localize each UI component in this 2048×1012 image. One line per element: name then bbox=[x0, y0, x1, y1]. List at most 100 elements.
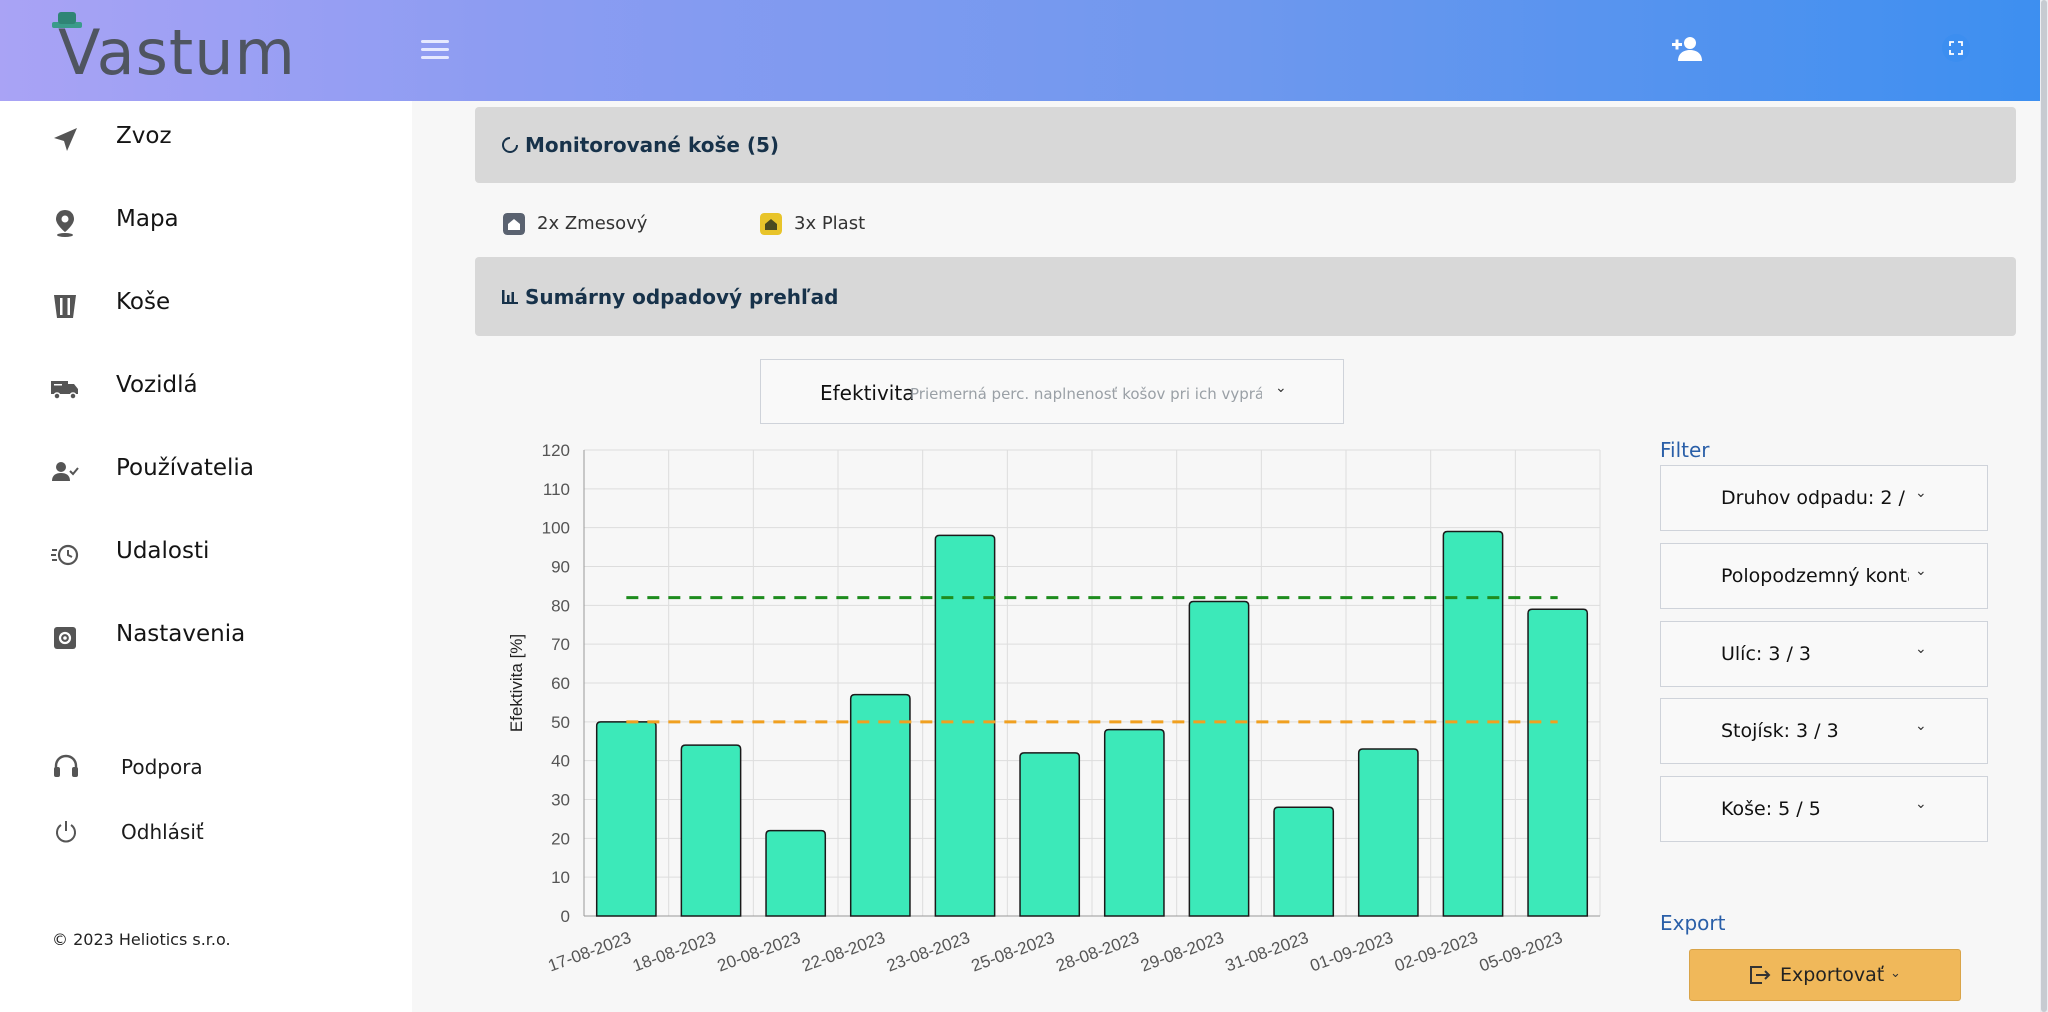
fullscreen-icon[interactable] bbox=[1942, 34, 1970, 62]
bin-type-plast: 3x Plast bbox=[760, 209, 960, 245]
hamburger-menu-icon[interactable] bbox=[421, 40, 451, 60]
navigation-arrow-icon bbox=[54, 128, 77, 151]
trash-bin-icon bbox=[54, 295, 76, 318]
monitored-bins-header[interactable]: Monitorované koše (5) bbox=[475, 107, 2016, 183]
headset-icon bbox=[54, 754, 78, 777]
filter-bins[interactable]: Koše: 5 / 5 ⌄ bbox=[1660, 776, 1988, 842]
filter-container-type[interactable]: Polopodzemný kontajner ⌄ bbox=[1660, 543, 1988, 609]
efficiency-chart: 0 10 20 30 40 50 60 70 80 90 100 110 120 17-08-202318… bbox=[507, 441, 1601, 976]
y-tick-label: 80 bbox=[551, 596, 570, 615]
filter-streets[interactable]: Ulíc: 3 / 3 ⌄ bbox=[1660, 621, 1988, 687]
sidebar-item-kose[interactable]: Koše bbox=[0, 275, 412, 335]
sidebar: Zvoz Mapa Koše Vozidlá bbox=[0, 101, 412, 1012]
x-tick-label: 01-09-2023 bbox=[1307, 928, 1395, 976]
x-tick-label: 02-09-2023 bbox=[1392, 928, 1480, 976]
sidebar-item-udalosti[interactable]: Udalosti bbox=[0, 524, 412, 584]
sidebar-item-label: Vozidlá bbox=[116, 372, 198, 398]
logo-hat-icon bbox=[52, 12, 82, 28]
export-label: Export bbox=[1660, 911, 1726, 935]
mixed-bin-icon bbox=[503, 213, 525, 235]
users-icon bbox=[52, 462, 79, 481]
filter-text: Polopodzemný kontajner bbox=[1721, 565, 1909, 587]
x-tick-label: 25-08-2023 bbox=[969, 928, 1057, 976]
y-tick-label: 30 bbox=[551, 791, 570, 810]
y-tick-label: 20 bbox=[551, 829, 570, 848]
export-button[interactable]: Exportovať ⌄ bbox=[1689, 949, 1961, 1001]
sidebar-item-mapa[interactable]: Mapa bbox=[0, 192, 412, 252]
chevron-down-icon: ⌄ bbox=[1915, 485, 1927, 501]
x-tick-label: 22-08-2023 bbox=[799, 928, 887, 976]
x-tick-label: 31-08-2023 bbox=[1223, 928, 1311, 976]
logout-label: Odhlásiť bbox=[121, 820, 204, 844]
chevron-down-icon: ⌄ bbox=[1275, 380, 1287, 396]
filter-waste-types[interactable]: Druhov odpadu: 2 / 2 ⌄ bbox=[1660, 465, 1988, 531]
sidebar-item-zvoz[interactable]: Zvoz bbox=[0, 109, 412, 169]
bar bbox=[1527, 608, 1589, 917]
sidebar-item-label: Zvoz bbox=[116, 123, 172, 149]
filter-label: Filter bbox=[1660, 438, 1710, 462]
top-bar: Vastum bbox=[0, 0, 2040, 101]
y-tick-label: 120 bbox=[542, 441, 570, 460]
sidebar-item-nastavenia[interactable]: Nastavenia bbox=[0, 607, 412, 667]
sidebar-item-podpora[interactable]: Podpora bbox=[0, 743, 412, 789]
logo[interactable]: Vastum bbox=[48, 10, 295, 90]
x-tick-label: 05-09-2023 bbox=[1477, 928, 1565, 976]
filter-stands[interactable]: Stojísk: 3 / 3 ⌄ bbox=[1660, 698, 1988, 764]
main-content: Monitorované koše (5) 2x Zmesový 3x Plas… bbox=[412, 101, 2040, 1012]
filter-text: Koše: 5 / 5 bbox=[1721, 798, 1821, 820]
y-tick-label: 40 bbox=[551, 752, 570, 771]
x-tick-label: 17-08-2023 bbox=[545, 928, 633, 976]
monitored-bins-title: Monitorované koše (5) bbox=[525, 133, 780, 157]
y-tick-label: 110 bbox=[543, 480, 570, 499]
chevron-down-icon: ⌄ bbox=[1890, 966, 1901, 981]
sidebar-item-pouzivatelia[interactable]: Používatelia bbox=[0, 441, 412, 501]
bar bbox=[934, 534, 996, 917]
filter-text: Ulíc: 3 / 3 bbox=[1721, 643, 1812, 665]
bin-type-label: 3x Plast bbox=[794, 213, 866, 234]
truck-icon bbox=[51, 381, 78, 400]
metric-select[interactable]: Efektivita Priemerná perc. naplnenosť ko… bbox=[760, 359, 1344, 424]
filter-text: Druhov odpadu: 2 / 2 bbox=[1721, 487, 1909, 509]
y-tick-label: 90 bbox=[551, 558, 570, 577]
chevron-down-icon: ⌄ bbox=[1915, 718, 1927, 734]
bar bbox=[1273, 806, 1335, 917]
x-tick-label: 23-08-2023 bbox=[884, 928, 972, 976]
sidebar-item-label: Udalosti bbox=[116, 538, 210, 564]
x-tick-label: 20-08-2023 bbox=[715, 928, 803, 976]
y-tick-label: 60 bbox=[551, 674, 570, 693]
y-axis-label: Efektivita [%] bbox=[507, 634, 526, 732]
sidebar-item-label: Koše bbox=[116, 289, 171, 315]
sidebar-item-label: Mapa bbox=[116, 206, 179, 232]
bar bbox=[680, 744, 742, 917]
bar bbox=[1103, 728, 1165, 917]
copyright: © 2023 Heliotics s.r.o. bbox=[52, 930, 231, 949]
metric-name: Efektivita bbox=[820, 381, 915, 405]
y-tick-label: 70 bbox=[551, 635, 570, 654]
bar bbox=[1019, 752, 1081, 917]
bar bbox=[765, 829, 827, 917]
waste-summary-title: Sumárny odpadový prehľad bbox=[525, 285, 839, 309]
bar bbox=[1188, 600, 1250, 917]
bar bbox=[1442, 530, 1504, 917]
bin-type-zmesovy: 2x Zmesový bbox=[503, 209, 703, 245]
sidebar-item-odhlasit[interactable]: Odhlásiť bbox=[0, 808, 412, 854]
sidebar-item-vozidla[interactable]: Vozidlá bbox=[0, 358, 412, 418]
export-icon bbox=[1750, 966, 1771, 984]
x-tick-label: 18-08-2023 bbox=[630, 928, 718, 976]
logo-text: Vastum bbox=[58, 16, 296, 89]
bar bbox=[849, 693, 911, 917]
y-tick-label: 10 bbox=[551, 868, 570, 887]
chevron-down-icon: ⌄ bbox=[1915, 641, 1927, 657]
export-button-label: Exportovať bbox=[1780, 964, 1885, 986]
bar-chart-icon bbox=[502, 290, 518, 304]
waste-summary-header[interactable]: Sumárny odpadový prehľad bbox=[475, 257, 2016, 336]
add-user-icon[interactable] bbox=[1672, 34, 1704, 62]
history-clock-icon bbox=[51, 544, 79, 566]
plastic-bin-icon bbox=[760, 213, 782, 235]
settings-icon bbox=[54, 627, 76, 649]
scrollbar-thumb[interactable] bbox=[2041, 0, 2047, 1012]
sidebar-item-label: Používatelia bbox=[116, 455, 254, 481]
chevron-down-icon: ⌄ bbox=[1915, 796, 1927, 812]
power-icon bbox=[56, 821, 76, 843]
filter-text: Stojísk: 3 / 3 bbox=[1721, 720, 1839, 742]
